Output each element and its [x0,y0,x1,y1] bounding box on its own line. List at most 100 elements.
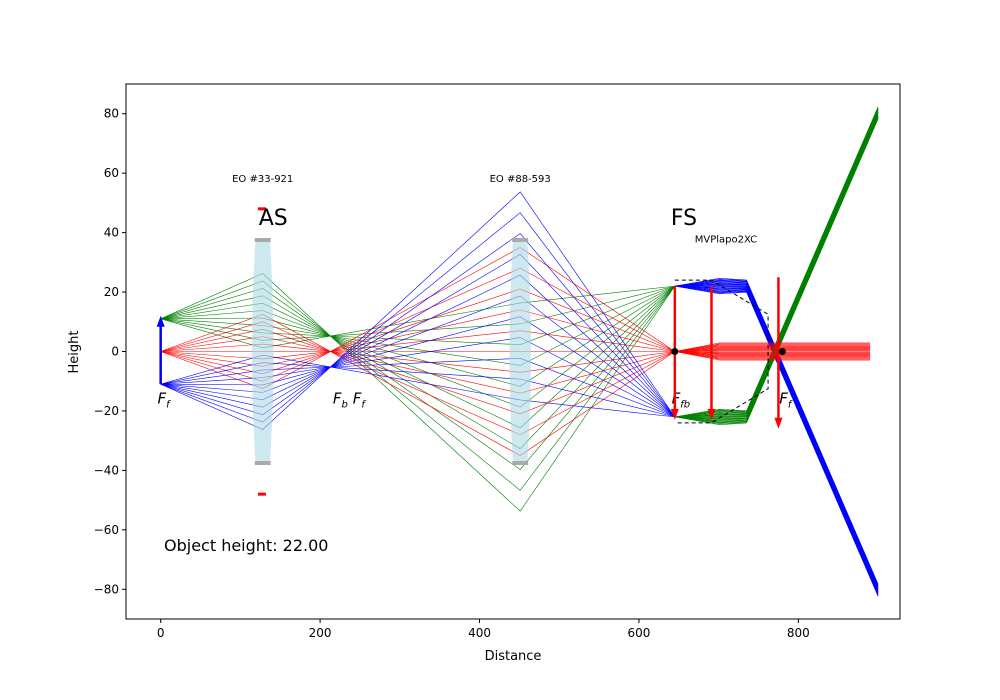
focal-subscript: f [788,400,793,411]
ray [674,112,879,418]
ray [674,116,879,422]
object-height-label: Object height: 22.00 [164,536,328,555]
ray [160,314,675,456]
ray [674,285,879,591]
focal-label: Fb [333,390,348,411]
ray [674,285,879,597]
stop-label: AS [259,206,288,231]
ray [160,247,675,389]
focal-subscript: f [361,400,366,411]
focal-subscript: f [166,400,171,411]
ray [160,337,675,418]
ray [160,285,676,470]
lens-label: EO #88-593 [490,174,551,185]
ray [674,278,879,585]
ray [674,117,879,424]
y-tick-label: −40 [94,463,119,477]
x-tick-label: 200 [309,626,332,640]
ray [674,107,879,418]
focal-subscript: b [341,400,347,411]
ray [160,285,675,387]
ray [160,288,675,375]
ray [160,295,675,418]
ray [160,285,675,345]
focal-letter: F [157,390,166,408]
y-tick-label: −20 [94,404,119,418]
y-axis-ticks: −80 −60 −40 −20 0 20 40 60 80 [94,107,126,596]
ray [674,109,879,418]
image-arrow-head [707,408,716,420]
y-tick-label: 80 [104,107,119,121]
y-tick-label: −60 [94,523,119,537]
ray [674,114,879,420]
focal-letter: F [672,390,681,408]
object-arrow-head [156,315,165,327]
ray [160,328,675,415]
focal-label: Ffb [672,390,691,411]
ray [674,113,879,419]
ray [674,112,879,418]
ray [160,285,676,450]
ray [674,115,879,422]
ray [160,253,676,418]
focal-letter: F [333,390,342,408]
ray [674,285,879,591]
objective-outline [674,279,769,424]
focal-letter: F [353,390,362,408]
y-tick-label: 20 [104,285,119,299]
ray [674,285,879,596]
ray [160,280,676,491]
ray [674,280,879,587]
ray [674,285,879,595]
ray [674,106,879,418]
ray [674,279,879,586]
ray [160,285,675,366]
ray [674,285,879,593]
focal-point [671,348,679,355]
ray [674,285,879,593]
lens-group [251,238,769,465]
focal-label: Ff [779,390,793,411]
focal-subscript: fb [680,400,690,411]
ray [674,110,879,418]
ray [674,109,879,418]
ray [674,285,879,596]
focal-label: Ff [353,390,367,411]
ray [674,283,879,589]
ray [674,285,879,590]
ray [674,285,879,594]
ray [160,316,675,418]
ray [674,107,879,418]
ray [674,282,879,588]
ray [674,284,879,590]
ray [160,358,675,418]
x-axis-label: Distance [485,649,542,664]
stop-label: FS [671,206,697,231]
ray [674,111,879,418]
ray [674,118,879,425]
ray [160,354,675,418]
x-tick-label: 0 [157,626,165,640]
ray [160,336,675,394]
ray [160,285,676,429]
ray [674,113,879,418]
ray [160,191,676,430]
lens-body [251,240,274,463]
ray [674,116,879,423]
x-tick-label: 800 [787,626,810,640]
x-tick-label: 400 [468,626,491,640]
ray [160,212,676,423]
ray [160,274,676,418]
ray [674,118,879,425]
focal-point [778,348,786,355]
ray [160,362,675,418]
ray [674,281,879,588]
image-arrow-head [774,417,783,429]
y-axis-label: Height [67,331,82,374]
ray [674,285,879,592]
ray [160,233,676,418]
ray [674,110,879,418]
ray [674,115,879,421]
